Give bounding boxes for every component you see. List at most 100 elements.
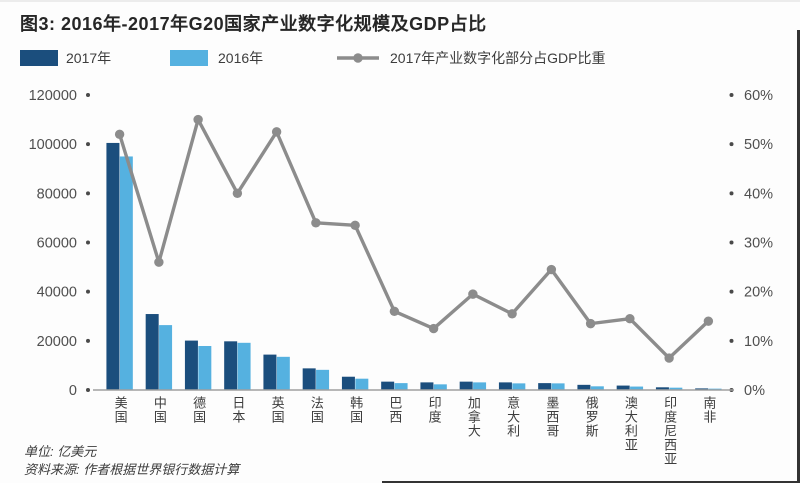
bar-2017年-德国 — [184, 340, 198, 390]
left-axis-tick-dot — [86, 93, 90, 97]
screenshot-right-border — [797, 30, 800, 483]
x-axis-label-俄罗斯: 俄罗斯 — [583, 396, 599, 438]
x-axis-label-德国: 德国 — [191, 396, 207, 424]
left-axis-tick-label: 20000 — [37, 334, 77, 350]
right-axis-tick-dot — [729, 191, 734, 196]
left-axis-tick-dot — [86, 240, 90, 245]
unit-note: 单位: 亿美元 — [24, 444, 97, 459]
gdp-share-point-意大利 — [507, 309, 517, 319]
bar-2017年-印度 — [420, 382, 434, 390]
bar-2017年-俄罗斯 — [577, 384, 591, 390]
bar-line-chart: 0 20000 40000 60000 80000 100000 120000 0% 10% 20… — [29, 88, 774, 399]
bar-2017年-韩国 — [341, 376, 355, 390]
right-axis-tick-label: 50% — [744, 137, 773, 153]
bar-2016年-法国 — [316, 369, 330, 390]
left-axis-tick-label: 80000 — [37, 186, 77, 202]
left-axis-tick-label: 60000 — [37, 236, 77, 252]
bar-2016年-澳大利亚 — [630, 386, 644, 390]
bar-2017年-法国 — [302, 368, 316, 390]
gdp-share-point-俄罗斯 — [585, 318, 596, 329]
chart-legend: 2017年 2016年 2017年产业数字化部分占GDP比重 — [0, 48, 800, 68]
x-axis-label-美国: 美国 — [112, 396, 128, 424]
legend-label-2016: 2016年 — [218, 50, 264, 66]
right-axis-tick-label: 60% — [744, 88, 773, 104]
gdp-share-point-南非 — [703, 316, 714, 326]
x-axis-label-澳大利亚: 澳大利亚 — [622, 396, 638, 452]
gdp-share-point-墨西哥 — [546, 264, 557, 275]
gdp-share-point-巴西 — [389, 306, 400, 317]
left-axis-tick-dot — [86, 289, 90, 294]
x-axis-label-印度: 印度 — [426, 396, 442, 424]
bar-2017年-印度尼西亚 — [655, 387, 669, 390]
left-axis-tick-label: 0 — [69, 383, 77, 399]
bar-2016年-意大利 — [512, 383, 526, 390]
x-axis-label-印度尼西亚: 印度尼西亚 — [662, 396, 678, 466]
figure-title: 图3: 2016年-2017年G20国家产业数字化规模及GDP占比 — [20, 14, 487, 34]
bar-2016年-中国 — [159, 325, 173, 390]
bar-2017年-英国 — [263, 354, 277, 390]
x-axis-label-韩国: 韩国 — [348, 396, 364, 424]
gdp-share-point-印度 — [428, 323, 439, 334]
bar-2017年-巴西 — [381, 381, 395, 390]
gdp-share-point-英国 — [271, 127, 282, 137]
source-note: 资料来源: 作者根据世界银行数据计算 — [24, 462, 240, 477]
bar-2016年-德国 — [198, 345, 212, 390]
x-axis-label-墨西哥: 墨西哥 — [544, 396, 560, 438]
x-axis-label-中国: 中国 — [151, 396, 167, 424]
legend-swatch-2017 — [20, 50, 58, 66]
right-axis-tick-label: 10% — [744, 334, 773, 350]
x-axis-label-巴西: 巴西 — [387, 396, 403, 424]
right-axis-tick-label: 30% — [744, 236, 773, 252]
bar-2017年-澳大利亚 — [616, 385, 630, 390]
bar-2017年-日本 — [224, 341, 238, 390]
gdp-share-point-中国 — [154, 257, 164, 267]
left-axis-tick-dot — [86, 338, 90, 343]
right-axis-tick-dot — [729, 338, 734, 343]
gdp-share-line — [117, 117, 710, 360]
gdp-share-point-美国 — [114, 129, 125, 140]
left-axis-tick-dot — [86, 142, 90, 147]
bar-2016年-俄罗斯 — [590, 386, 604, 390]
bar-2016年-印度尼西亚 — [669, 387, 683, 390]
gdp-share-point-韩国 — [350, 220, 360, 230]
legend-line-marker-icon — [337, 53, 379, 63]
right-axis-tick-label: 40% — [744, 186, 773, 202]
x-axis-label-英国: 英国 — [269, 396, 285, 424]
gdp-share-point-加拿大 — [468, 289, 478, 299]
right-axis-tick-dot — [729, 240, 734, 245]
x-axis-label-意大利: 意大利 — [505, 396, 521, 438]
left-axis-tick-dot — [86, 191, 90, 196]
bar-2016年-韩国 — [355, 378, 369, 390]
right-axis-tick-dot — [729, 289, 734, 294]
x-axis-label-法国: 法国 — [308, 396, 324, 424]
right-axis-tick-label: 20% — [744, 285, 773, 301]
gdp-share-point-德国 — [193, 114, 203, 125]
left-axis-tick-dot — [86, 388, 90, 392]
bar-2016年-日本 — [237, 342, 251, 390]
left-axis-tick-label: 40000 — [37, 285, 77, 301]
x-axis-label-日本: 日本 — [230, 396, 246, 424]
bar-2017年-美国 — [106, 142, 120, 390]
figure-footer: 单位: 亿美元 资料来源: 作者根据世界银行数据计算 — [24, 443, 239, 479]
left-axis-tick-label: 100000 — [29, 137, 77, 153]
legend-label-line: 2017年产业数字化部分占GDP比重 — [390, 50, 606, 66]
x-axis-label-南非: 南非 — [701, 396, 717, 424]
screenshot-bottom-border — [382, 481, 800, 483]
gdp-share-point-印度尼西亚 — [664, 353, 674, 363]
bar-2016年-墨西哥 — [551, 383, 565, 390]
gdp-share-point-法国 — [311, 218, 321, 228]
bar-2016年-加拿大 — [473, 382, 487, 390]
bar-2017年-中国 — [145, 314, 159, 390]
right-axis-tick-dot — [729, 93, 734, 97]
legend-label-2017: 2017年 — [66, 50, 112, 66]
bar-2016年-英国 — [276, 356, 290, 390]
bar-2017年-墨西哥 — [538, 383, 552, 390]
gdp-share-point-澳大利亚 — [625, 314, 635, 324]
legend-swatch-2016 — [170, 50, 208, 66]
bar-2016年-巴西 — [394, 383, 408, 390]
left-axis-tick-label: 120000 — [29, 88, 77, 104]
x-axis-label-加拿大: 加拿大 — [465, 396, 481, 438]
gdp-share-point-日本 — [232, 188, 243, 199]
bar-2016年-印度 — [433, 384, 447, 390]
